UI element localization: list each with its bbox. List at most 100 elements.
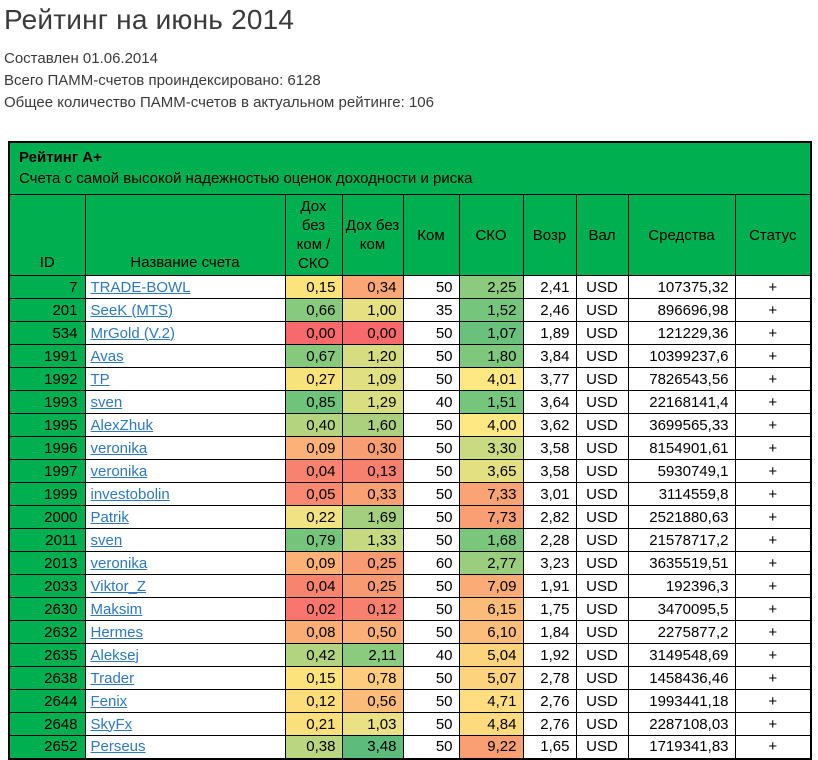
vozr-cell: 3,58 — [522, 459, 577, 483]
status-cell: + — [734, 367, 812, 391]
dox-per-sko-cell: 0,09 — [284, 551, 343, 575]
sredstva-cell: 1458436,46 — [627, 666, 736, 690]
dox-cell: 0,00 — [341, 321, 404, 345]
account-link[interactable]: TP — [90, 370, 110, 388]
vozr-cell: 3,23 — [522, 551, 577, 575]
account-link[interactable]: Avas — [90, 347, 124, 365]
account-link[interactable]: AlexZhuk — [90, 416, 154, 434]
account-link[interactable]: Fenix — [90, 692, 128, 710]
table-row: 1993 sven 0,85 1,29 40 1,51 3,64 USD 221… — [8, 390, 812, 414]
vozr-cell: 2,28 — [522, 528, 577, 552]
status-cell: + — [734, 344, 812, 368]
account-name-cell: AlexZhuk — [84, 413, 286, 437]
table-row: 534 MrGold (V.2) 0,00 0,00 50 1,07 1,89 … — [8, 321, 812, 345]
table-row: 1999 investobolin 0,05 0,33 50 7,33 3,01… — [8, 482, 812, 506]
sredstva-cell: 5930749,1 — [627, 459, 736, 483]
dox-cell: 1,33 — [341, 528, 404, 552]
dox-per-sko-cell: 0,27 — [284, 367, 343, 391]
sredstva-cell: 10399237,6 — [627, 344, 736, 368]
table-row: 1996 veronika 0,09 0,30 50 3,30 3,58 USD… — [8, 436, 812, 460]
table-row: 1995 AlexZhuk 0,40 1,60 50 4,00 3,62 USD… — [8, 413, 812, 437]
sko-cell: 3,65 — [458, 459, 524, 483]
dox-per-sko-cell: 0,22 — [284, 505, 343, 529]
vozr-cell: 2,78 — [522, 666, 577, 690]
account-link[interactable]: veronika — [90, 554, 148, 572]
table-row: 2635 Aleksej 0,42 2,11 40 5,04 1,92 USD … — [8, 643, 812, 667]
account-id-cell: 7 — [8, 275, 86, 299]
account-link[interactable]: SkyFx — [90, 715, 133, 733]
account-link[interactable]: investobolin — [90, 485, 170, 503]
account-id-cell: 2033 — [8, 574, 86, 598]
account-name-cell: Hermes — [84, 620, 286, 644]
account-name-cell: veronika — [84, 436, 286, 460]
currency-cell: USD — [575, 666, 629, 690]
dox-per-sko-cell: 0,79 — [284, 528, 343, 552]
account-name-cell: SeeK (MTS) — [84, 298, 286, 322]
dox-per-sko-cell: 0,15 — [284, 666, 343, 690]
sredstva-cell: 121229,36 — [627, 321, 736, 345]
sredstva-cell: 8154901,61 — [627, 436, 736, 460]
kom-cell: 50 — [402, 689, 460, 713]
account-link[interactable]: SeeK (MTS) — [90, 301, 174, 319]
account-name-cell: Fenix — [84, 689, 286, 713]
table-row: 2630 Maksim 0,02 0,12 50 6,15 1,75 USD 3… — [8, 597, 812, 621]
currency-cell: USD — [575, 620, 629, 644]
status-cell: + — [734, 321, 812, 345]
column-header-vozr: Возр — [522, 194, 577, 276]
account-link[interactable]: Patrik — [90, 508, 129, 526]
meta-rating-count: Общее количество ПАММ-счетов в актуально… — [4, 94, 434, 111]
account-link[interactable]: veronika — [90, 439, 148, 457]
status-cell: + — [734, 620, 812, 644]
account-link[interactable]: sven — [90, 393, 123, 411]
sredstva-cell: 2287108,03 — [627, 712, 736, 736]
status-cell: + — [734, 275, 812, 299]
account-name-cell: veronika — [84, 459, 286, 483]
sredstva-cell: 192396,3 — [627, 574, 736, 598]
account-link[interactable]: MrGold (V.2) — [90, 324, 175, 342]
account-link[interactable]: Hermes — [90, 623, 144, 641]
account-id-cell: 2013 — [8, 551, 86, 575]
vozr-cell: 3,84 — [522, 344, 577, 368]
account-link[interactable]: veronika — [90, 462, 148, 480]
meta-compiled-date: Составлен 01.06.2014 — [4, 50, 158, 67]
vozr-cell: 1,75 — [522, 597, 577, 621]
dox-cell: 0,78 — [341, 666, 404, 690]
account-link[interactable]: Aleksej — [90, 646, 139, 664]
currency-cell: USD — [575, 689, 629, 713]
account-link[interactable]: Trader — [90, 669, 135, 687]
account-link[interactable]: sven — [90, 531, 123, 549]
account-link[interactable]: TRADE-BOWL — [90, 278, 191, 296]
meta-indexed-count: Всего ПАММ-счетов проиндексировано: 6128 — [4, 72, 321, 89]
table-row: 2652 Perseus 0,38 3,48 50 9,22 1,65 USD … — [8, 735, 812, 759]
account-name-cell: Avas — [84, 344, 286, 368]
table-row: 2033 Viktor_Z 0,04 0,25 50 7,09 1,91 USD… — [8, 574, 812, 598]
account-link[interactable]: Viktor_Z — [90, 577, 147, 595]
sko-cell: 5,07 — [458, 666, 524, 690]
column-header-id: ID — [8, 194, 86, 276]
vozr-cell: 2,76 — [522, 712, 577, 736]
dox-cell: 0,12 — [341, 597, 404, 621]
kom-cell: 35 — [402, 298, 460, 322]
dox-per-sko-cell: 0,04 — [284, 574, 343, 598]
vozr-cell: 1,65 — [522, 735, 577, 759]
sko-cell: 7,73 — [458, 505, 524, 529]
sko-cell: 4,00 — [458, 413, 524, 437]
account-id-cell: 201 — [8, 298, 86, 322]
sredstva-cell: 3699565,33 — [627, 413, 736, 437]
sredstva-cell: 1993441,18 — [627, 689, 736, 713]
status-cell: + — [734, 643, 812, 667]
status-cell: + — [734, 689, 812, 713]
dox-cell: 0,56 — [341, 689, 404, 713]
column-header-dox-per-sko: Дох без ком / СКО — [284, 194, 343, 276]
account-id-cell: 2632 — [8, 620, 86, 644]
sredstva-cell: 22168141,4 — [627, 390, 736, 414]
banner-title: Рейтинг A+ — [19, 149, 102, 166]
account-link[interactable]: Perseus — [90, 738, 146, 756]
dox-per-sko-cell: 0,40 — [284, 413, 343, 437]
kom-cell: 50 — [402, 413, 460, 437]
sko-cell: 2,25 — [458, 275, 524, 299]
kom-cell: 50 — [402, 436, 460, 460]
account-link[interactable]: Maksim — [90, 600, 143, 618]
vozr-cell: 2,76 — [522, 689, 577, 713]
